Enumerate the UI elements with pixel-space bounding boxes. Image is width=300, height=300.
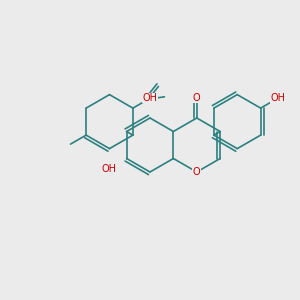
Text: OH: OH bbox=[271, 93, 286, 103]
Text: O: O bbox=[193, 167, 201, 177]
Text: OH: OH bbox=[102, 164, 117, 173]
Text: O: O bbox=[193, 93, 201, 103]
Text: OH: OH bbox=[142, 93, 158, 103]
